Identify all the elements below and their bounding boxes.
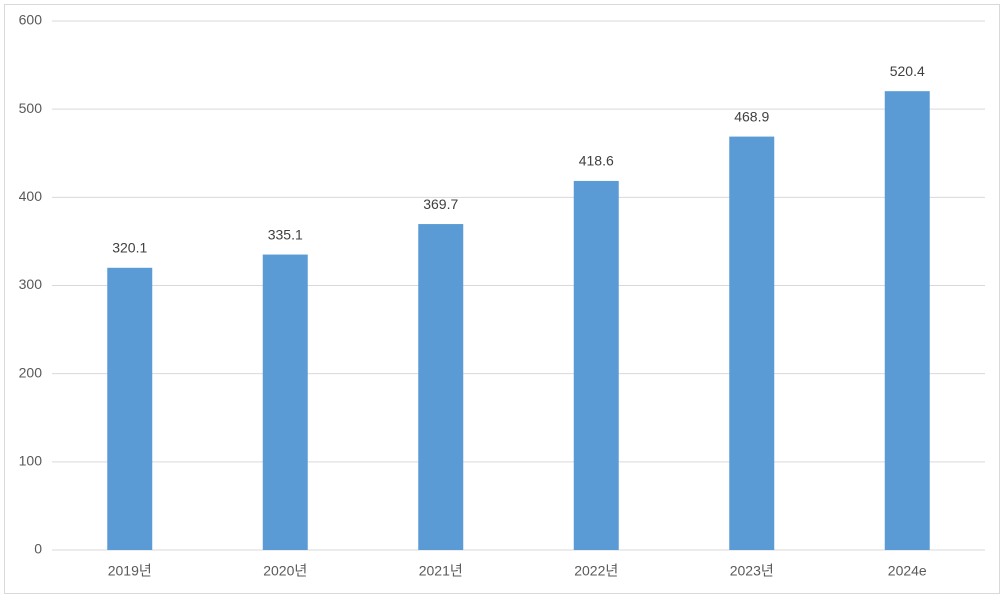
y-tick-label: 500 — [19, 100, 43, 116]
value-label: 335.1 — [268, 226, 303, 242]
bar — [418, 224, 464, 550]
bar — [107, 267, 153, 550]
y-tick-label: 100 — [19, 453, 43, 469]
x-tick-label: 2024e — [888, 563, 927, 579]
y-tick-label: 0 — [34, 541, 42, 557]
value-label: 320.1 — [112, 239, 147, 255]
y-tick-label: 400 — [19, 188, 43, 204]
x-tick-label: 2019년 — [108, 563, 152, 579]
bar — [262, 254, 308, 550]
x-tick-label: 2023년 — [730, 563, 774, 579]
value-label: 369.7 — [423, 196, 458, 212]
bar — [729, 136, 775, 551]
y-tick-label: 300 — [19, 276, 43, 292]
value-label: 520.4 — [890, 63, 925, 79]
bar — [884, 91, 930, 550]
value-label: 418.6 — [579, 153, 614, 169]
x-tick-label: 2021년 — [419, 563, 463, 579]
chart-border — [4, 4, 1000, 594]
y-tick-label: 600 — [19, 12, 43, 28]
bar — [573, 180, 619, 550]
x-tick-label: 2022년 — [574, 563, 618, 579]
y-tick-label: 200 — [19, 364, 43, 380]
value-label: 468.9 — [734, 108, 769, 124]
x-tick-label: 2020년 — [263, 563, 307, 579]
